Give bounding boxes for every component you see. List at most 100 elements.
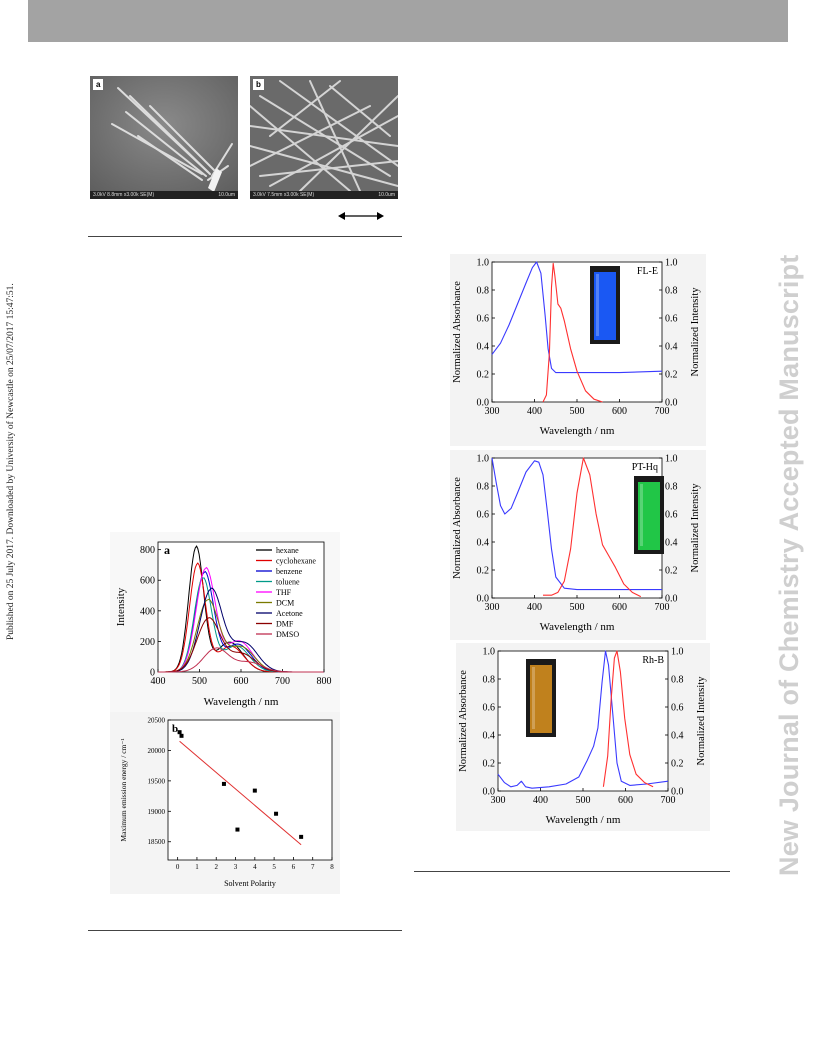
sem-image-a-texture [90,76,238,199]
x-tick-label: 2 [214,863,218,871]
legend-label: Acetone [276,609,303,618]
y-tick-label: 0.8 [477,482,490,493]
chart-emission-solvents: 400 500 600 700 800 0 200 400 600 800 a Wavelength … [110,532,340,712]
y-tick-label: 20000 [148,747,166,755]
divider-right-bottom [414,871,730,872]
divider-top [88,236,402,237]
series-line-emission [542,262,603,403]
data-point [252,788,257,793]
x-tick-label: 3 [234,863,238,871]
chart-energy-polarity-svg: 0 1 2 3 4 5 6 7 8 18500 19000 19500 20000 20500 b Solve… [119,716,334,888]
y2-tick-label: 0.6 [671,703,684,714]
y-axis-label: Maximum emission energy / cm⁻¹ [119,738,128,841]
data-point [235,827,240,832]
sample-label: PT-Hq [632,462,658,473]
data-point [274,811,279,816]
x-tick-label: 400 [527,406,542,417]
series-line-absorbance [491,261,663,374]
x-axis-label: Solvent Polarity [224,879,276,888]
publication-notice-text: Published on 25 July 2017. Downloaded by… [6,283,16,640]
chart-pt-hq: 300 400 500 600 700 0.0 0.0 0.2 0.2 0.4 0.4 0.6 0.6 0… [450,450,706,640]
vial-highlight [596,274,599,336]
header-bar [28,0,788,42]
vial-solution [638,482,660,550]
plot-frame [491,457,663,599]
series-line-dmso [158,647,324,673]
x-tick-label: 6 [292,863,296,871]
vial-solution [530,665,552,733]
y-tick-label: 20500 [148,716,166,724]
x-tick-label: 600 [618,795,633,806]
y-axis-label-right: Normalized Intensity [690,483,701,573]
x-tick-label: 300 [491,795,506,806]
legend-label: DMF [276,620,294,629]
data-point [299,834,304,839]
y-tick-label: 0.6 [477,314,490,325]
vial-solution [594,272,616,340]
legend-label: THF [276,588,292,597]
x-tick-label: 500 [570,602,585,613]
y2-tick-label: 0.8 [665,482,678,493]
series-line-absorbance [491,457,662,591]
series-line-emission [602,650,654,788]
legend-label: DCM [276,599,294,608]
double-arrow-icon [338,212,384,220]
y-tick-label: 200 [140,637,155,648]
series-line-emission [543,457,642,598]
y-tick-label: 0.4 [477,538,490,549]
sem-a-label: a [93,79,104,90]
series-line-absorbance [497,650,669,789]
y-tick-label: 1.0 [477,258,490,269]
x-axis-label: Wavelength / nm [540,425,615,437]
legend-label: toluene [276,578,300,587]
y2-tick-label: 1.0 [665,454,678,465]
x-axis-label: Wavelength / nm [540,621,615,633]
y-tick-label: 0.8 [483,675,496,686]
x-tick-label: 700 [661,795,676,806]
x-tick-label: 5 [272,863,276,871]
y2-tick-label: 0.2 [665,566,678,577]
y-tick-label: 19500 [148,777,166,785]
y-tick-label: 0.2 [477,566,490,577]
data-point [179,733,184,738]
y-tick-label: 0.0 [477,398,490,409]
legend-label: DMSO [276,630,299,639]
x-tick-label: 4 [253,863,257,871]
y-tick-label: 1.0 [483,647,496,658]
plot-frame [157,541,325,673]
chart-emission-solvents-svg: 400 500 600 700 800 0 200 400 600 800 a Wavelength … [115,541,332,708]
journal-watermark-text: New Journal of Chemistry Accepted Manusc… [774,254,804,876]
sem-a-footer-text: 3.0kV 8.8mm x3.00k SE(M) [93,192,155,198]
y-tick-label: 0.4 [483,731,496,742]
y-tick-label: 0.2 [477,370,490,381]
divider-left-bottom [88,930,402,931]
y-tick-label: 800 [140,545,155,556]
x-tick-label: 600 [612,602,627,613]
y-tick-label: 0.0 [483,787,496,798]
vial-highlight [532,667,535,729]
y-axis-label-left: Normalized Absorbance [452,477,463,579]
y-tick-label: 19000 [148,808,166,816]
x-tick-label: 400 [533,795,548,806]
y2-tick-label: 0.2 [665,370,678,381]
x-tick-label: 400 [527,602,542,613]
y-tick-label: 600 [140,576,155,587]
y-axis-label-left: Normalized Absorbance [458,670,469,772]
y-tick-label: 0.2 [483,759,496,770]
y2-tick-label: 0.8 [665,286,678,297]
x-tick-label: 800 [317,676,332,687]
publication-notice: Published on 25 July 2017. Downloaded by… [6,240,20,640]
x-tick-label: 7 [311,863,315,871]
y-axis-label: Intensity [115,587,127,626]
sem-b-label: b [253,79,264,90]
x-tick-label: 700 [275,676,290,687]
y-tick-label: 1.0 [477,454,490,465]
y-axis-label-right: Normalized Intensity [690,287,701,377]
journal-watermark: New Journal of Chemistry Accepted Manusc… [772,180,812,880]
y-tick-label: 18500 [148,838,166,846]
sample-label: FL-E [637,266,658,277]
y2-tick-label: 1.0 [665,258,678,269]
legend-label: hexane [276,546,299,555]
